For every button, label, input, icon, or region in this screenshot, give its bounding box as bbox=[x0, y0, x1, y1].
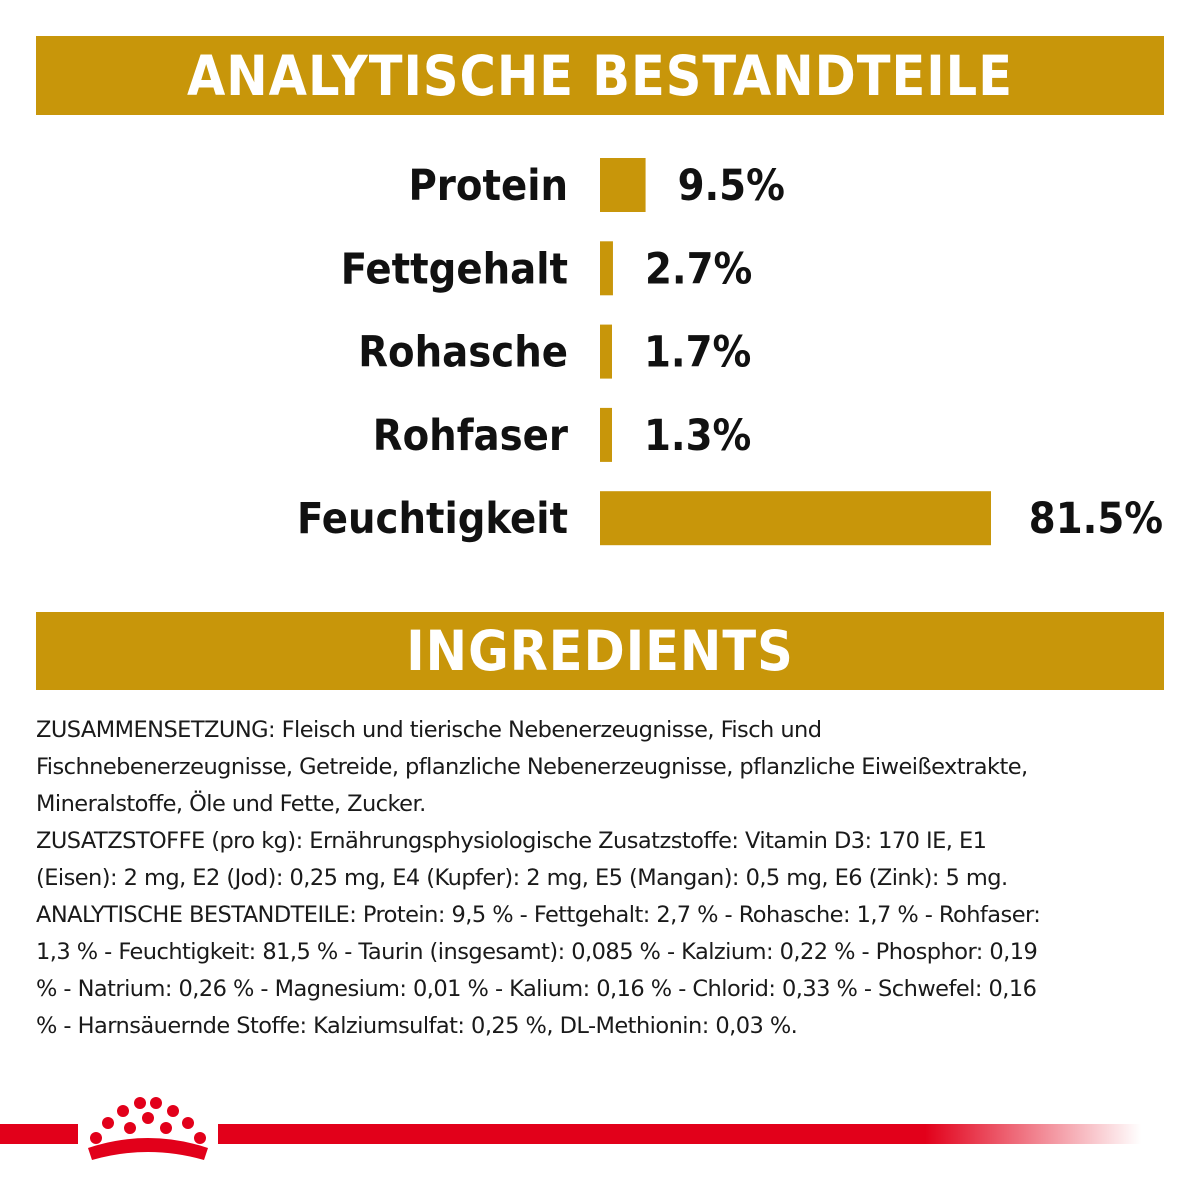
value-label: 2.7% bbox=[645, 244, 752, 294]
ingredients-title: INGREDIENTS bbox=[406, 619, 794, 683]
ingredients-line: Fischnebenerzeugnisse, Getreide, pflanzl… bbox=[36, 754, 1028, 780]
ingredients-line: 1,3 % - Feuchtigkeit: 81,5 % - Taurin (i… bbox=[36, 939, 1038, 965]
nutrient-bar-chart: Protein 9.5% Fettgehalt 2.7% Rohasche 1.7% Roh… bbox=[297, 158, 1163, 546]
footer-line-right bbox=[218, 1124, 1200, 1144]
ingredients-line: ZUSAMMENSETZUNG: Fleisch und tierische N… bbox=[36, 717, 822, 743]
ingredients-line: Mineralstoffe, Öle und Fette, Zucker. bbox=[36, 791, 426, 817]
ingredients-banner: INGREDIENTS bbox=[36, 612, 1164, 690]
ingredients-line: ANALYTISCHE BESTANDTEILE: Protein: 9,5 %… bbox=[36, 902, 1041, 928]
category-label: Protein bbox=[408, 161, 568, 211]
crown-icon bbox=[88, 1097, 208, 1160]
bar-fettgehalt bbox=[600, 241, 613, 296]
ingredients-line: (Eisen): 2 mg, E2 (Jod): 0,25 mg, E4 (Ku… bbox=[36, 865, 1008, 891]
ingredients-text: ZUSAMMENSETZUNG: Fleisch und tierische N… bbox=[36, 712, 1176, 1045]
value-label: 81.5% bbox=[1029, 494, 1163, 544]
bar-rohasche bbox=[600, 324, 612, 379]
bar-feuchtigkeit bbox=[600, 491, 991, 546]
bar-protein bbox=[600, 158, 646, 212]
value-label: 1.3% bbox=[644, 411, 751, 461]
ingredients-line: % - Harnsäuernde Stoffe: Kalziumsulfat: … bbox=[36, 1013, 798, 1039]
category-label: Fettgehalt bbox=[341, 244, 568, 294]
ingredients-line: ZUSATZSTOFFE (pro kg): Ernährungsphysiol… bbox=[36, 828, 987, 854]
category-label: Feuchtigkeit bbox=[297, 494, 568, 544]
category-label: Rohasche bbox=[358, 328, 568, 378]
value-label: 1.7% bbox=[644, 328, 751, 378]
value-label: 9.5% bbox=[678, 161, 785, 211]
footer-brand-line bbox=[0, 1124, 1200, 1144]
bar-rohfaser bbox=[600, 407, 612, 462]
category-label: Rohfaser bbox=[373, 411, 568, 461]
analytics-banner: ANALYTISCHE BESTANDTEILE bbox=[36, 36, 1164, 115]
ingredients-line: % - Natrium: 0,26 % - Magnesium: 0,01 % … bbox=[36, 976, 1037, 1002]
analytics-title: ANALYTISCHE BESTANDTEILE bbox=[186, 43, 1014, 108]
footer-line-left bbox=[0, 1124, 78, 1144]
